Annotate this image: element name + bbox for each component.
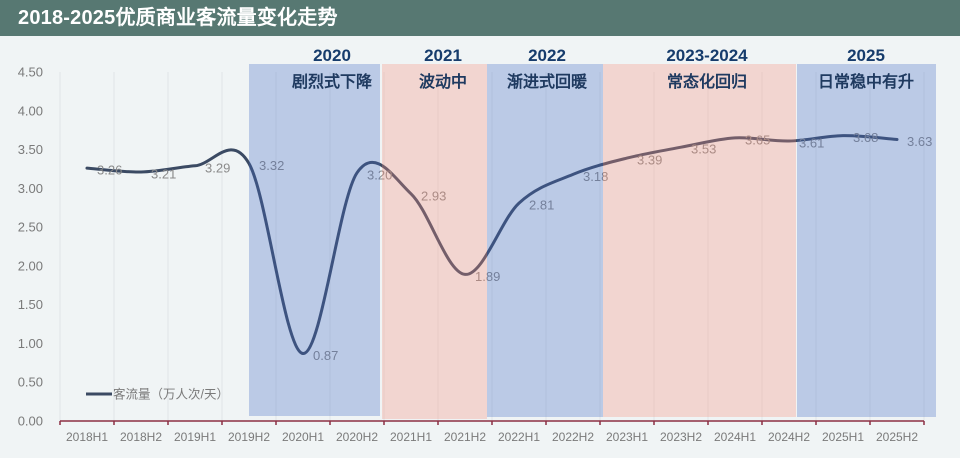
data-label: 3.20 xyxy=(367,167,392,182)
data-label: 3.29 xyxy=(205,160,230,175)
x-tick-label: 2018H2 xyxy=(120,430,162,444)
x-axis: 2018H1 2018H2 2019H1 2019H2 2020H1 2020H2 2021… xyxy=(59,420,925,444)
x-tick-label: 2019H2 xyxy=(228,430,270,444)
phase-label: 剧烈式下降 xyxy=(292,72,373,91)
vertical-gridlines xyxy=(59,72,925,421)
series-line-passenger-flow xyxy=(85,134,899,355)
data-label: 3.63 xyxy=(907,134,932,149)
data-label: 3.21 xyxy=(151,167,176,182)
phase-label: 波动中 xyxy=(419,72,467,91)
phase-band-2023-2024 xyxy=(603,64,796,417)
x-tick-label: 2018H1 xyxy=(66,430,108,444)
y-tick-label: 2.00 xyxy=(18,258,43,273)
phase-period: 2022 xyxy=(528,46,566,65)
x-tick-label: 2022H2 xyxy=(552,430,594,444)
phase-band-2025 xyxy=(797,64,936,417)
data-label: 3.53 xyxy=(691,142,716,157)
y-tick-label: 0.50 xyxy=(18,375,43,390)
legend[interactable]: 客流量（万人次/天） xyxy=(86,387,229,402)
y-tick-label: 4.50 xyxy=(18,65,43,80)
x-tick-label: 2019H1 xyxy=(174,430,216,444)
y-tick-label: 3.50 xyxy=(18,142,43,157)
phase-band-2020 xyxy=(249,64,380,416)
data-label: 1.89 xyxy=(475,269,500,284)
data-label: 3.65 xyxy=(745,132,770,147)
phase-label: 日常稳中有升 xyxy=(818,72,914,91)
y-tick-label: 3.00 xyxy=(18,181,43,196)
y-tick-label: 1.00 xyxy=(18,336,43,351)
data-label: 3.39 xyxy=(637,153,662,168)
x-tick-label: 2025H1 xyxy=(822,430,864,444)
legend-label: 客流量（万人次/天） xyxy=(113,387,229,402)
data-label: 0.87 xyxy=(313,348,338,363)
data-label: 3.26 xyxy=(97,163,122,178)
x-axis-ticks xyxy=(59,421,925,425)
phase-label: 渐进式回暖 xyxy=(507,72,588,91)
data-label: 2.93 xyxy=(421,188,446,203)
data-labels: 3.26 3.21 3.29 3.32 0.87 3.20 2.93 1.89 2.81 3.18… xyxy=(97,130,932,363)
phase-band-2021 xyxy=(382,64,487,419)
x-tick-label: 2020H2 xyxy=(336,430,378,444)
phase-period: 2023-2024 xyxy=(666,46,748,65)
data-label: 3.68 xyxy=(853,130,878,145)
x-tick-label: 2021H2 xyxy=(444,430,486,444)
phase-label: 常态化回归 xyxy=(667,72,747,91)
data-label: 3.61 xyxy=(799,136,824,151)
x-tick-label: 2025H2 xyxy=(876,430,918,444)
x-tick-label: 2022H1 xyxy=(498,430,540,444)
y-tick-label: 4.00 xyxy=(18,103,43,118)
data-label: 3.18 xyxy=(583,169,608,184)
data-label: 2.81 xyxy=(529,198,554,213)
x-tick-label: 2023H1 xyxy=(606,430,648,444)
phase-period: 2020 xyxy=(313,46,351,65)
y-tick-label: 2.50 xyxy=(18,220,43,235)
data-label: 3.32 xyxy=(259,158,284,173)
phase-titles: 2020 剧烈式下降 2021 波动中 2022 渐进式回暖 2023-2024 常态化回归 2… xyxy=(292,46,914,91)
x-tick-label: 2020H1 xyxy=(282,430,324,444)
phase-band-2022 xyxy=(487,64,603,417)
phase-bands xyxy=(249,64,936,419)
y-tick-label: 0.00 xyxy=(18,414,43,429)
x-axis-tick-labels: 2018H1 2018H2 2019H1 2019H2 2020H1 2020H2 2021… xyxy=(66,430,918,444)
x-tick-label: 2024H2 xyxy=(768,430,810,444)
y-axis-tick-labels: 0.00 0.50 1.00 1.50 2.00 2.50 3.00 3.50 4.00 4.50 xyxy=(18,65,43,429)
y-tick-label: 1.50 xyxy=(18,297,43,312)
chart-title: 2018-2025优质商业客流量变化走势 xyxy=(18,7,338,29)
x-tick-label: 2023H2 xyxy=(660,430,702,444)
phase-period: 2025 xyxy=(847,46,885,65)
x-tick-label: 2024H1 xyxy=(714,430,756,444)
phase-period: 2021 xyxy=(424,46,462,65)
title-bar: 2018-2025优质商业客流量变化走势 xyxy=(0,0,960,36)
x-tick-label: 2021H1 xyxy=(390,430,432,444)
